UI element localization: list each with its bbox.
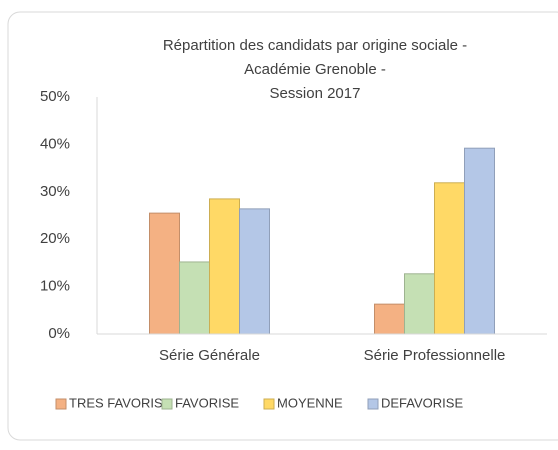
x-tick-label: Série Générale	[159, 347, 260, 364]
legend-label: TRES FAVORISE	[69, 395, 172, 410]
legend-swatch	[55, 398, 67, 410]
y-tick-label: 0%	[48, 325, 70, 342]
chart-title: Répartition des candidats par origine so…	[163, 37, 467, 54]
bar	[179, 261, 210, 335]
bar	[239, 208, 270, 335]
legend-label: DEFAVORISE	[381, 395, 463, 410]
legend-swatch	[161, 398, 173, 410]
y-tick-label: 40%	[40, 135, 70, 152]
legend-swatch	[263, 398, 275, 410]
y-tick-label: 50%	[40, 88, 70, 105]
chart-title: Session 2017	[270, 85, 361, 102]
legend-label: FAVORISE	[175, 395, 239, 410]
bar	[464, 147, 495, 335]
bar	[209, 198, 240, 335]
chart-title: Académie Grenoble -	[244, 61, 386, 78]
bar	[374, 303, 405, 335]
bar	[149, 212, 180, 335]
legend-label: MOYENNE	[277, 395, 343, 410]
y-tick-label: 20%	[40, 230, 70, 247]
x-tick-label: Série Professionnelle	[364, 347, 506, 364]
y-tick-label: 10%	[40, 278, 70, 295]
bar	[404, 273, 435, 335]
bar	[434, 182, 465, 335]
y-tick-label: 30%	[40, 183, 70, 200]
legend-swatch	[367, 398, 379, 410]
